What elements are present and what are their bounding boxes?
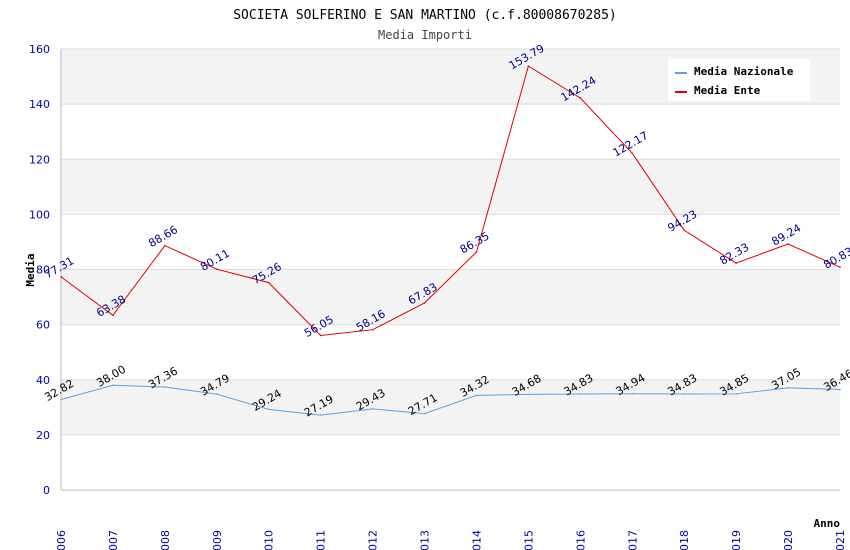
y-tick-label: 160: [29, 43, 50, 56]
x-tick-label: 2021: [834, 530, 847, 550]
data-point: [319, 414, 322, 416]
y-tick-label: 120: [29, 153, 50, 166]
x-tick-label: 2020: [782, 530, 795, 550]
data-point: [839, 388, 841, 391]
data-point: [319, 334, 322, 337]
legend-label-media-nazionale: Media Nazionale: [694, 65, 794, 78]
x-tick-label: 2015: [522, 530, 535, 550]
series-layer: [60, 65, 841, 416]
data-point: [579, 393, 582, 395]
data-point: [475, 394, 478, 397]
data-point: [216, 393, 218, 395]
data-point: [683, 229, 685, 232]
x-tick-label: 2017: [626, 530, 639, 550]
data-point: [371, 408, 374, 410]
data-point: [527, 65, 530, 67]
legend-box: [668, 59, 810, 101]
plot-band: [61, 159, 840, 215]
plot-band: [61, 214, 840, 270]
plot-band: [61, 269, 840, 325]
data-point: [475, 251, 478, 253]
x-tick-label: 2010: [263, 530, 276, 550]
data-point: [371, 328, 374, 331]
chart-title: SOCIETA SOLFERINO E SAN MARTINO (c.f.800…: [233, 8, 617, 23]
data-point: [112, 384, 114, 387]
x-tick-label: 2011: [315, 530, 328, 550]
axes: [60, 49, 840, 491]
data-point: [631, 152, 634, 155]
data-point: [839, 266, 841, 269]
y-axis-label: Media: [24, 253, 37, 286]
x-axis-label: Anno: [814, 517, 841, 530]
x-tick-label: 2016: [574, 530, 587, 550]
x-tick-label: 2014: [470, 530, 483, 550]
data-point: [579, 97, 582, 99]
x-tick-labels: 2006 2007 2008 2009 2010 2011 2012 2013 2014 2015…: [55, 530, 847, 550]
chart-subtitle: Media Importi: [378, 28, 472, 42]
data-point: [60, 398, 62, 401]
data-point: [735, 262, 737, 264]
data-point: [735, 393, 737, 395]
data-point: [423, 412, 426, 415]
y-tick-label: 0: [43, 484, 50, 497]
data-point: [631, 392, 634, 395]
data-point: [787, 387, 789, 389]
y-tick-label: 80: [36, 264, 50, 277]
data-point: [164, 244, 166, 247]
plot-bands: [61, 49, 840, 490]
y-tick-label: 100: [29, 208, 50, 221]
x-tick-label: 2007: [107, 530, 120, 550]
y-tick-label: 60: [36, 319, 50, 332]
plot-band: [61, 324, 840, 380]
data-point: [683, 393, 685, 395]
data-point: [267, 408, 270, 411]
x-tick-label: 2012: [367, 530, 380, 550]
data-point: [216, 268, 218, 270]
data-point: [112, 314, 114, 317]
plot-band: [61, 434, 840, 490]
x-tick-label: 2019: [730, 530, 743, 550]
data-point: [527, 393, 530, 396]
data-point: [787, 243, 789, 245]
y-tick-label: 20: [36, 429, 50, 442]
y-tick-label: 140: [29, 98, 50, 111]
legend: Media Nazionale Media Ente: [668, 59, 810, 101]
plot-band: [61, 104, 840, 160]
plot-band: [61, 379, 840, 435]
data-point: [267, 281, 270, 284]
x-tick-label: 2006: [55, 530, 68, 550]
x-tick-label: 2018: [678, 530, 691, 550]
data-point: [164, 386, 166, 388]
series-line-media-ente: [60, 65, 841, 337]
y-tick-label: 40: [36, 374, 50, 387]
data-point: [423, 302, 426, 304]
x-tick-label: 2008: [159, 530, 172, 550]
series-line-media-nazionale: [60, 384, 841, 416]
x-tick-label: 2009: [211, 530, 224, 550]
y-tick-labels: 0 20 40 60 80 100 120 140 160: [29, 43, 50, 497]
data-point: [60, 276, 62, 278]
legend-label-media-ente: Media Ente: [694, 84, 761, 97]
x-tick-label: 2013: [419, 530, 432, 550]
